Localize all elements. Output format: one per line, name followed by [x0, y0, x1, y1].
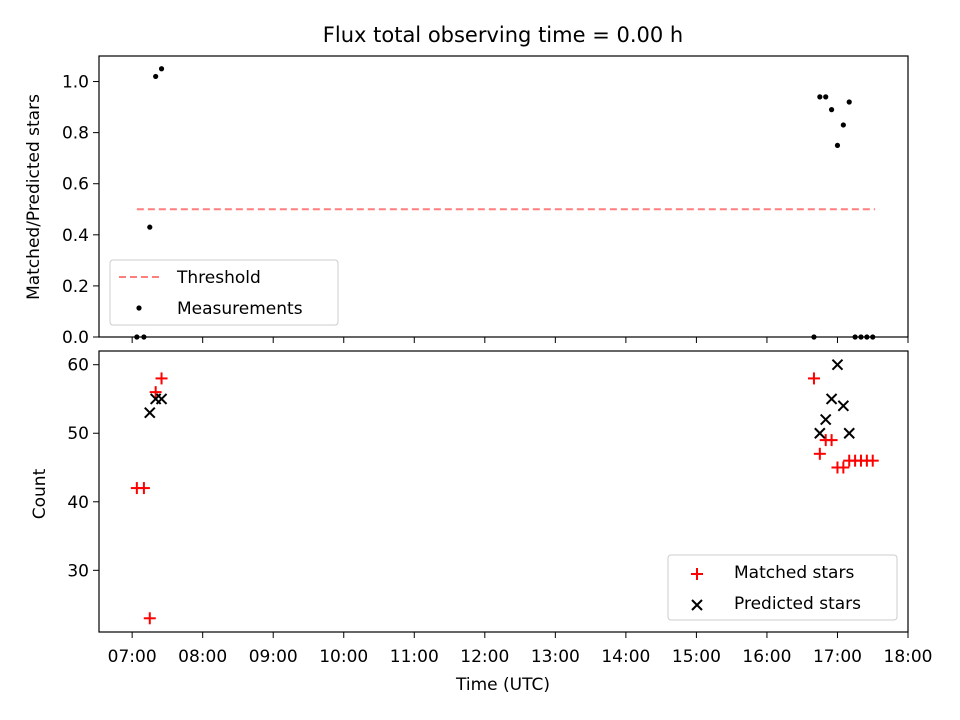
x-tick-label: 15:00: [672, 647, 721, 667]
ratio-y-axis-label: Matched/Predicted stars: [24, 94, 44, 300]
matched-star-point: [807, 372, 820, 385]
ratio-legend: Threshold Measurements: [109, 259, 339, 326]
figure-title: Flux total observing time = 0.00 h: [323, 23, 683, 47]
measurement-point: [823, 94, 829, 100]
y-tick-label: 0.8: [62, 124, 89, 144]
measurement-point: [817, 94, 823, 100]
count-panel: 30 40 50 60 07:00 08:00 09:00 10:00 11:00 12:00 1…: [30, 350, 933, 695]
x-tick-label: 16:00: [742, 647, 791, 667]
matched-star-point: [143, 612, 156, 625]
measurement-point: [840, 122, 846, 128]
matched-star-point: [866, 454, 879, 467]
legend-predicted-swatch: [691, 599, 703, 611]
y-tick-label: 0.4: [62, 226, 89, 246]
ratio-panel-frame: [98, 55, 909, 338]
predicted-star-point: [843, 427, 855, 439]
legend-matched-label: Matched stars: [734, 563, 854, 583]
x-tick-label: 13:00: [531, 647, 580, 667]
legend-measurements-label: Measurements: [177, 299, 303, 319]
x-axis-label: Time (UTC): [455, 675, 550, 695]
predicted-star-point: [831, 359, 844, 371]
x-tick-label: 17:00: [813, 647, 862, 667]
y-tick-label: 0.2: [62, 277, 89, 297]
predicted-star-point: [814, 427, 826, 439]
legend-matched-swatch: [691, 568, 703, 580]
ratio-panel: 0.0 0.2 0.4 0.6 0.8 1.0 Matched/Predicted sta…: [24, 55, 909, 348]
x-tick-label: 12:00: [460, 647, 509, 667]
measurement-point: [153, 73, 159, 80]
predicted-star-point: [820, 413, 832, 426]
measurement-point: [834, 142, 841, 149]
measurement-point: [846, 99, 852, 105]
predicted-star-point: [837, 400, 850, 412]
y-tick-label: 50: [67, 424, 89, 444]
measurement-point: [147, 224, 153, 230]
matched-star-point: [149, 386, 162, 399]
matched-star-point: [155, 372, 168, 385]
x-tick-label: 07:00: [108, 647, 157, 667]
x-tick-label: 09:00: [249, 647, 298, 667]
matched-star-point: [137, 482, 150, 495]
count-legend: Matched stars Predicted stars: [667, 554, 898, 621]
x-tick-label: 11:00: [390, 647, 439, 667]
y-tick-label: 40: [67, 493, 89, 513]
y-tick-label: 0.6: [62, 175, 89, 195]
y-tick-label: 1.0: [62, 73, 89, 93]
count-panel-frame: [98, 350, 909, 633]
y-tick-label: 0.0: [62, 328, 89, 348]
predicted-star-point: [144, 406, 156, 419]
predicted-star-point: [155, 393, 168, 405]
ratio-legend-box: [109, 259, 339, 326]
matched-star-point: [813, 447, 826, 460]
legend-predicted-label: Predicted stars: [734, 594, 861, 614]
y-tick-label: 60: [67, 356, 89, 376]
matched-star-point: [825, 434, 838, 447]
x-tick-label: 18:00: [884, 647, 933, 667]
x-tick-label: 08:00: [178, 647, 227, 667]
matched-star-point: [837, 461, 850, 474]
x-tick-label: 10:00: [319, 647, 368, 667]
measurement-point: [158, 66, 165, 72]
legend-measurements-swatch: [136, 305, 142, 311]
count-y-axis-label: Count: [30, 468, 50, 519]
count-legend-box: [667, 554, 898, 621]
predicted-star-point: [825, 393, 838, 405]
legend-threshold-label: Threshold: [176, 268, 261, 288]
measurement-point: [828, 107, 835, 113]
y-tick-label: 30: [67, 561, 89, 581]
x-tick-label: 14:00: [601, 647, 650, 667]
